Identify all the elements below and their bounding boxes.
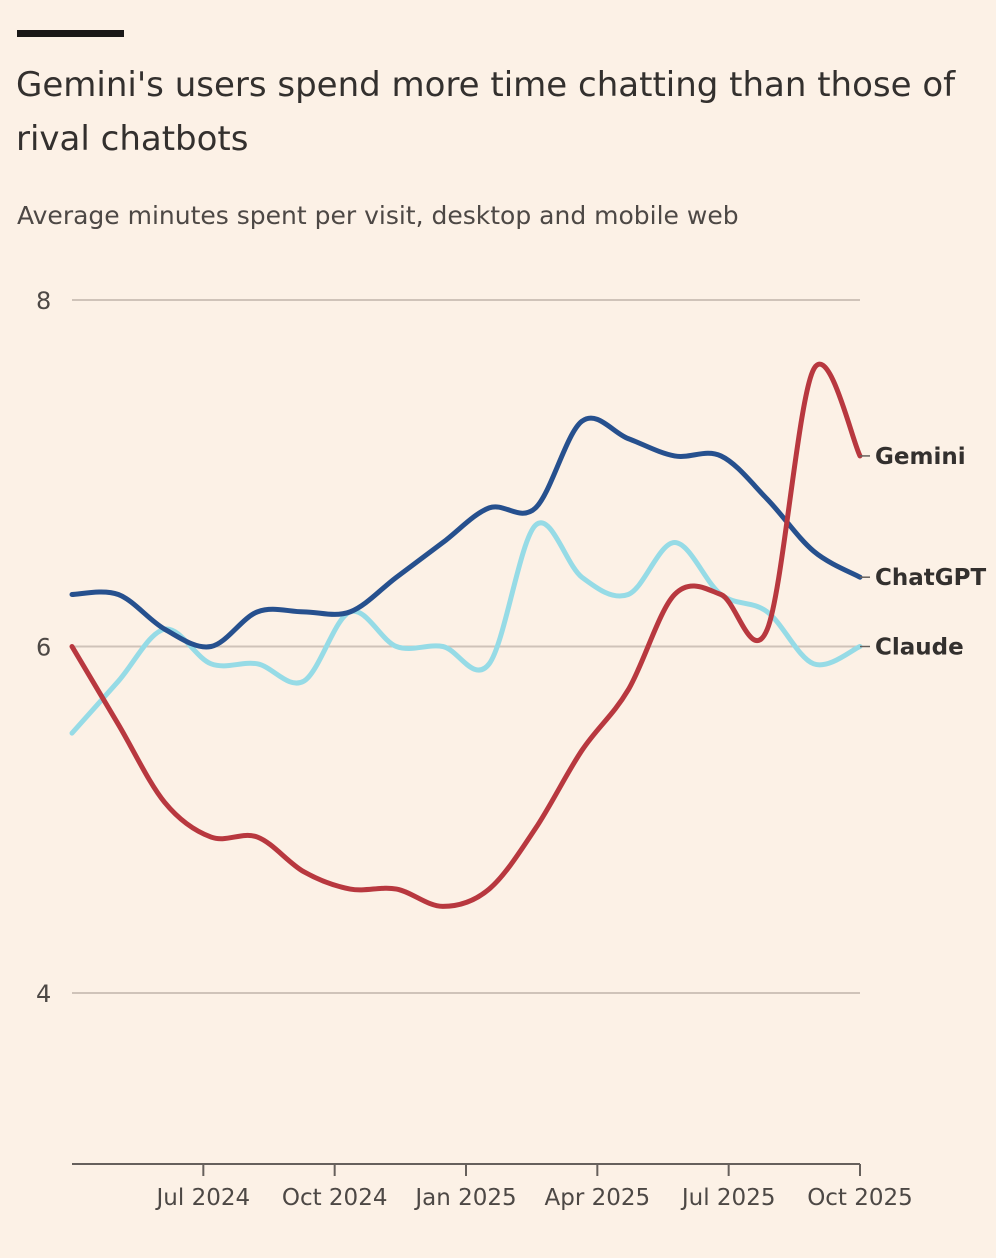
x-tick-label: Jul 2025	[680, 1185, 776, 1211]
x-tick-label: Apr 2025	[545, 1185, 651, 1211]
y-tick-label: 6	[36, 634, 51, 662]
series-label-chatgpt: ChatGPT	[875, 565, 987, 591]
series-label-claude: Claude	[875, 635, 964, 661]
y-tick-label: 4	[36, 980, 51, 1008]
series-label-gemini: Gemini	[875, 444, 966, 470]
x-tick-label: Jan 2025	[413, 1185, 516, 1211]
chart-subtitle: Average minutes spent per visit, desktop…	[17, 201, 739, 230]
y-tick-label: 8	[36, 287, 51, 315]
series-labels: Claude ChatGPT Gemini	[860, 444, 987, 661]
x-axis: Jul 2024 Oct 2024 Jan 2025 Apr 2025 Jul 2025…	[72, 1163, 913, 1211]
series-line-chatgpt	[69, 415, 863, 650]
x-tick-label: Oct 2024	[282, 1185, 388, 1211]
series-lines	[69, 361, 863, 909]
x-tick-label: Jul 2024	[155, 1185, 251, 1211]
y-axis-ticks: 4 6 8	[36, 287, 51, 1008]
accent-bar	[17, 30, 124, 37]
x-tick-label: Oct 2025	[807, 1185, 913, 1211]
chart-title: Gemini's users spend more time chatting …	[16, 65, 956, 159]
series-line-gemini	[69, 361, 863, 909]
